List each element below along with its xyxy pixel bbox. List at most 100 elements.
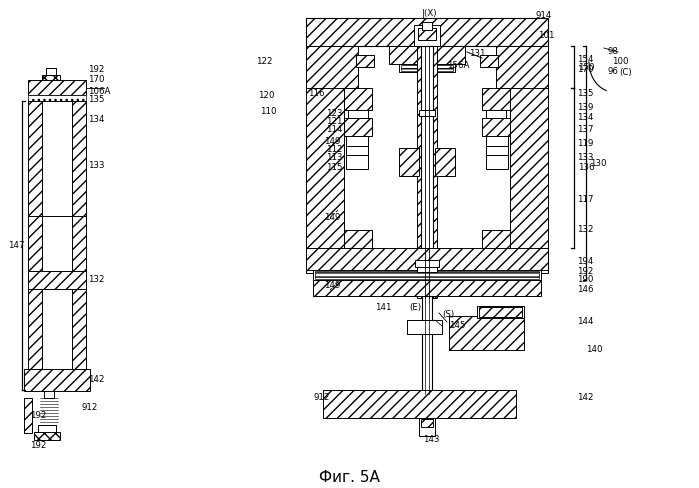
- Bar: [419, 418, 435, 436]
- Text: (E)|: (E)|: [409, 304, 424, 312]
- Bar: [42, 289, 72, 369]
- Text: 130: 130: [590, 159, 607, 167]
- Bar: [72, 101, 86, 216]
- Bar: [486, 146, 508, 155]
- Bar: [28, 101, 42, 216]
- Text: 141: 141: [375, 304, 391, 312]
- Text: 121: 121: [326, 118, 343, 126]
- Text: 137: 137: [577, 125, 593, 135]
- Bar: [418, 28, 436, 40]
- Bar: [401, 65, 453, 71]
- Bar: [435, 148, 455, 176]
- Bar: [486, 136, 508, 146]
- Bar: [346, 136, 368, 146]
- Bar: [46, 68, 56, 75]
- Text: 114: 114: [326, 125, 343, 135]
- Bar: [422, 22, 432, 30]
- Bar: [419, 110, 435, 116]
- Text: 154: 154: [577, 56, 593, 64]
- Bar: [496, 46, 548, 88]
- Text: 122: 122: [256, 58, 273, 66]
- Bar: [306, 248, 548, 270]
- Text: 912: 912: [81, 404, 97, 412]
- Bar: [482, 88, 510, 110]
- Text: 150: 150: [578, 62, 595, 72]
- Text: 110: 110: [260, 107, 277, 117]
- Text: 134: 134: [88, 116, 104, 124]
- Text: 140: 140: [586, 346, 603, 354]
- Text: 96: 96: [608, 67, 619, 77]
- Bar: [449, 316, 524, 350]
- Bar: [346, 155, 368, 169]
- Text: 149: 149: [324, 282, 340, 290]
- Text: 134: 134: [577, 114, 593, 122]
- Bar: [306, 18, 548, 46]
- Text: 119: 119: [577, 139, 593, 147]
- Text: 194: 194: [577, 258, 593, 266]
- Bar: [422, 296, 432, 394]
- Text: 131: 131: [469, 49, 486, 59]
- Text: 914: 914: [536, 12, 552, 20]
- Text: 133: 133: [88, 161, 104, 169]
- Bar: [389, 46, 465, 64]
- Bar: [417, 46, 421, 298]
- Text: 147: 147: [8, 241, 24, 249]
- Text: 144: 144: [577, 318, 593, 326]
- Text: 106A: 106A: [88, 86, 110, 96]
- Bar: [24, 369, 90, 391]
- Bar: [407, 320, 442, 334]
- Bar: [356, 55, 374, 67]
- Text: 156A: 156A: [447, 61, 469, 70]
- Text: 132: 132: [88, 276, 104, 285]
- Bar: [28, 95, 86, 101]
- Text: 149: 149: [324, 137, 340, 145]
- Bar: [346, 146, 368, 155]
- Text: 146: 146: [577, 285, 593, 294]
- Bar: [306, 88, 344, 273]
- Bar: [72, 289, 86, 369]
- Text: 132: 132: [577, 225, 593, 235]
- Text: (S): (S): [442, 309, 454, 319]
- Bar: [42, 216, 72, 271]
- Bar: [306, 46, 358, 88]
- Text: 143: 143: [423, 435, 440, 445]
- Bar: [415, 260, 439, 267]
- Text: 120: 120: [258, 90, 275, 100]
- Text: 136: 136: [578, 163, 595, 172]
- Bar: [313, 270, 541, 280]
- Bar: [433, 46, 437, 298]
- Text: 123: 123: [326, 109, 343, 119]
- Text: 100: 100: [612, 58, 628, 66]
- Bar: [479, 307, 522, 317]
- Text: 170: 170: [88, 76, 104, 84]
- Bar: [28, 271, 86, 289]
- Text: 113: 113: [326, 154, 343, 163]
- Text: 142: 142: [577, 393, 593, 403]
- Bar: [313, 280, 541, 296]
- Text: 98: 98: [608, 47, 619, 57]
- Bar: [417, 267, 437, 272]
- Bar: [44, 391, 54, 398]
- Text: |(X): |(X): [422, 8, 438, 18]
- Bar: [348, 110, 368, 118]
- Bar: [344, 230, 372, 248]
- Bar: [421, 46, 433, 298]
- Bar: [28, 289, 42, 369]
- Bar: [399, 148, 419, 176]
- Bar: [38, 425, 56, 432]
- Text: 192: 192: [577, 266, 593, 276]
- Text: 190: 190: [577, 276, 593, 285]
- Bar: [24, 398, 32, 433]
- Bar: [477, 306, 524, 318]
- Bar: [344, 88, 372, 110]
- Bar: [510, 88, 548, 273]
- Bar: [323, 390, 516, 418]
- Bar: [42, 101, 72, 216]
- Bar: [486, 110, 506, 118]
- Text: 145: 145: [449, 321, 466, 329]
- Bar: [482, 118, 510, 136]
- Text: (C): (C): [619, 67, 632, 77]
- Bar: [414, 25, 440, 47]
- Bar: [399, 64, 455, 72]
- Text: 116: 116: [308, 88, 324, 98]
